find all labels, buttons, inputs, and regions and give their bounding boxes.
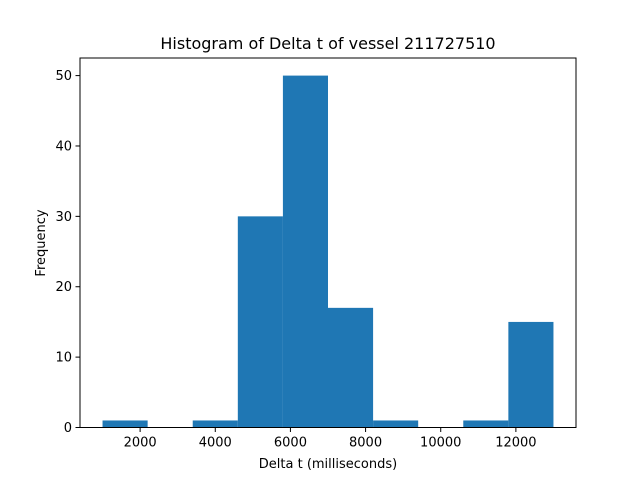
y-tick-label: 50 [55,69,72,84]
x-axis-ticks: 2000 4000 6000 8000 10000 12000 [124,427,537,451]
x-tick-label: 2000 [124,436,157,451]
y-tick-label: 10 [55,351,72,366]
histogram-bar-0 [102,420,148,428]
x-axis-label: Delta t (milliseconds) [259,457,397,472]
x-tick-label: 10000 [420,436,461,451]
y-tick-label: 40 [55,139,72,154]
x-tick-label: 4000 [199,436,232,451]
y-tick-label: 0 [64,421,72,436]
histogram-bar-6 [373,420,419,428]
plot-frame [79,57,577,428]
y-axis-ticks: 0 10 20 30 40 50 [55,69,80,436]
y-tick-label: 20 [55,280,72,295]
y-tick-label: 30 [55,210,72,225]
x-tick-label: 6000 [274,436,307,451]
x-tick-label: 12000 [495,436,536,451]
x-tick-label: 8000 [349,436,382,451]
histogram-bar-8 [463,420,509,428]
histogram-bar-4 [282,75,328,428]
histogram-bar-9 [508,321,554,428]
histogram-bar-3 [237,216,283,428]
chart-title: Histogram of Delta t of vessel 211727510 [160,34,495,53]
bars-group [102,75,554,428]
histogram-bar-2 [192,420,238,428]
histogram-bar-5 [328,307,374,428]
y-axis-label: Frequency [34,209,49,276]
